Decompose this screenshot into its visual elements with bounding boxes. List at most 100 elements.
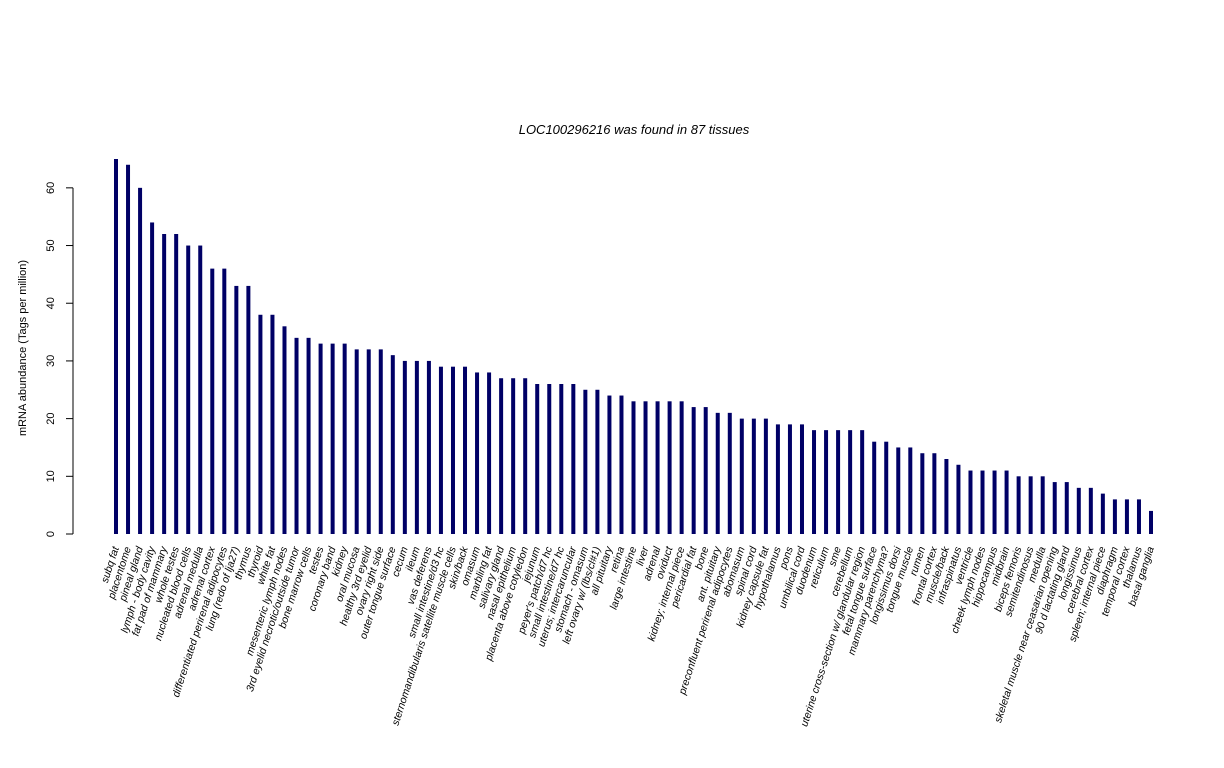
y-tick-label: 0 xyxy=(45,531,57,537)
bar xyxy=(944,459,949,534)
bar xyxy=(174,234,179,534)
bar xyxy=(438,366,443,534)
bar xyxy=(679,401,684,534)
bar xyxy=(703,407,708,534)
bar xyxy=(366,349,371,534)
bar xyxy=(956,464,961,534)
category-label: liver xyxy=(634,545,652,567)
bar xyxy=(294,337,299,534)
bar xyxy=(607,395,612,534)
bar xyxy=(655,401,660,534)
bar xyxy=(246,285,251,534)
bar xyxy=(342,343,347,534)
bar xyxy=(824,430,829,534)
y-axis-ticks: 0 10 20 30 40 50 60 xyxy=(45,182,73,537)
bar xyxy=(812,430,817,534)
bar xyxy=(980,470,985,534)
y-tick-label: 10 xyxy=(45,470,57,482)
bar xyxy=(727,412,732,534)
bar xyxy=(282,326,287,534)
bar xyxy=(390,355,395,534)
bar xyxy=(270,314,275,534)
bar xyxy=(523,378,528,534)
bar xyxy=(114,159,118,534)
bar xyxy=(932,453,937,534)
bar xyxy=(884,441,889,534)
bar xyxy=(775,424,780,534)
bar xyxy=(414,360,419,534)
bars xyxy=(114,159,1153,535)
bar xyxy=(1076,487,1081,534)
bar xyxy=(210,268,215,534)
bar xyxy=(667,401,672,534)
bar xyxy=(1064,482,1069,534)
bar xyxy=(547,384,552,534)
y-tick-label: 40 xyxy=(45,297,57,309)
y-tick-label: 20 xyxy=(45,412,57,424)
bar xyxy=(787,424,792,534)
bar xyxy=(378,349,383,534)
bar xyxy=(595,389,600,534)
bar xyxy=(306,337,311,534)
bar xyxy=(354,349,359,534)
bar xyxy=(1004,470,1009,534)
bar xyxy=(691,407,696,534)
bar xyxy=(150,222,155,534)
y-tick-label: 30 xyxy=(45,355,57,367)
bar xyxy=(487,372,492,534)
bar xyxy=(896,447,901,534)
bar xyxy=(631,401,636,534)
bar xyxy=(860,430,865,534)
bar xyxy=(751,418,756,534)
bar xyxy=(535,384,540,534)
bar xyxy=(426,360,431,534)
bar xyxy=(1124,499,1129,534)
bar xyxy=(920,453,925,534)
bar xyxy=(908,447,913,534)
category-label: sme xyxy=(826,545,844,568)
bar xyxy=(475,372,480,534)
bar xyxy=(258,314,263,534)
bar xyxy=(318,343,323,534)
bar xyxy=(1149,510,1153,534)
bar xyxy=(1112,499,1117,534)
bar xyxy=(836,430,841,534)
bar xyxy=(643,401,648,534)
bar xyxy=(763,418,768,534)
bar xyxy=(402,360,407,534)
bar xyxy=(992,470,997,534)
bar xyxy=(499,378,504,534)
bar xyxy=(1028,476,1033,534)
bar xyxy=(1088,487,1093,534)
bar xyxy=(1016,476,1021,534)
bar xyxy=(330,343,335,534)
bar xyxy=(463,366,468,534)
bar xyxy=(571,384,576,534)
bar xyxy=(583,389,588,534)
bar xyxy=(162,234,167,534)
bar xyxy=(511,378,516,534)
bar xyxy=(234,285,239,534)
y-tick-label: 60 xyxy=(45,182,57,194)
bar xyxy=(1040,476,1045,534)
bar xyxy=(968,470,973,534)
bar xyxy=(198,245,203,535)
bar xyxy=(799,424,804,534)
bar xyxy=(739,418,744,534)
bar xyxy=(186,245,191,535)
bar xyxy=(1052,482,1057,534)
bar xyxy=(715,412,720,534)
bar xyxy=(848,430,853,534)
bar xyxy=(1136,499,1141,534)
bar xyxy=(126,164,131,534)
y-tick-label: 50 xyxy=(45,239,57,251)
bar xyxy=(619,395,624,534)
bar xyxy=(450,366,455,534)
bar xyxy=(559,384,564,534)
bar xyxy=(222,268,227,534)
bar xyxy=(872,441,877,534)
bar xyxy=(138,187,143,534)
chart-title: LOC100296216 was found in 87 tissues xyxy=(519,122,750,137)
